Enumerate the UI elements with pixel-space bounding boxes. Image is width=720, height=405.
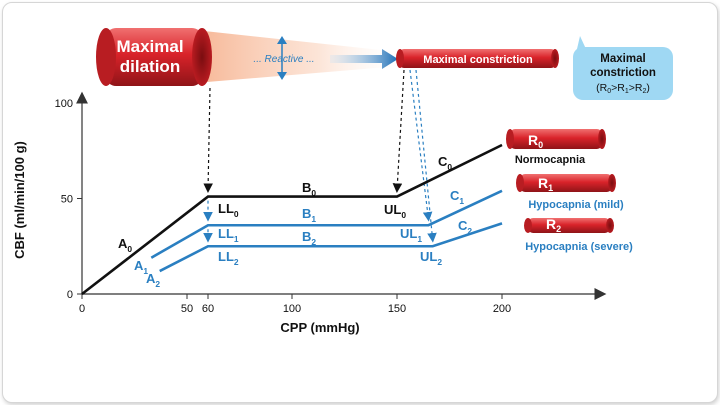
series-group: [81, 143, 503, 296]
x-tick-label: 150: [388, 303, 406, 315]
vessel-caption: Hypocapnia (severe): [525, 241, 633, 253]
vessel-resistance-label: R0: [528, 132, 543, 150]
hypocapnia-mild-line: [150, 189, 503, 259]
maximal-dilation-label-line2: dilation: [120, 57, 180, 76]
legend-vessel-r1: R1 Hypocapnia (mild): [516, 174, 624, 211]
callout-line3: (R0>R1>R2): [596, 82, 650, 95]
segment-label-a2: A2: [146, 271, 160, 289]
reactive-arrow: [330, 49, 398, 69]
segment-label-c1: C1: [450, 188, 464, 206]
maximal-constriction-label: Maximal constriction: [423, 54, 533, 66]
x-axis-label: CPP (mmHg): [280, 320, 359, 335]
normocapnia-line: [81, 143, 503, 296]
vessel-caption: Hypocapnia (mild): [528, 199, 624, 211]
x-tick-label: 0: [79, 303, 85, 315]
segment-label-b0: B0: [302, 180, 316, 198]
y-tick-label: 100: [55, 98, 73, 110]
x-tick-label: 50: [181, 303, 193, 315]
maximal-constriction-vessel: Maximal constriction: [396, 49, 559, 68]
segment-label-ul1: UL1: [400, 226, 422, 244]
maximal-dilation-label-line1: Maximal: [116, 37, 183, 56]
y-tick-label: 0: [67, 289, 73, 301]
segment-label-b1: B1: [302, 206, 316, 224]
segment-label-a1: A1: [134, 258, 148, 276]
x-tick-label: 60: [202, 303, 214, 315]
legend-vessels: R0 Normocapnia R1 Hypocapnia (mild) R2 Hypoca…: [506, 129, 633, 253]
segment-label-ll0: LL0: [218, 201, 239, 219]
legend-vessel-r2: R2 Hypocapnia (severe): [524, 216, 633, 253]
segment-label-c2: C2: [458, 218, 472, 236]
guide-arrows: [203, 69, 437, 243]
hypocapnia-severe-line: [159, 222, 503, 273]
reactive-beam: [195, 30, 400, 83]
segment-labels: A0 LL0 B0 UL0 C0 A1 LL1 B1 UL1 C1 A2 LL2 B2 UL2 C2: [118, 154, 472, 289]
segment-label-ul0: UL0: [384, 202, 406, 220]
x-tick-label: 100: [283, 303, 301, 315]
axes: 0 50 100 0 50 60 100 150 200 CPP (mmHg) CBF (ml…: [12, 91, 607, 335]
vessel-resistance-label: R1: [538, 175, 553, 193]
legend-vessel-r0: R0 Normocapnia: [506, 129, 606, 166]
segment-label-ll2: LL2: [218, 249, 239, 267]
guide-ul0: [392, 69, 405, 193]
guide-ul1: [409, 69, 433, 222]
callout-line2: constriction: [590, 67, 656, 79]
vessel-illustration: Maximal dilation ... Reactive ... Maxima…: [96, 28, 673, 100]
segment-label-a0: A0: [118, 236, 132, 254]
y-tick-label: 50: [61, 194, 73, 206]
reactive-label: ... Reactive ...: [253, 54, 314, 65]
guide-ll0: [203, 87, 213, 193]
callout-line1: Maximal: [600, 53, 645, 65]
guide-ul2: [415, 69, 437, 243]
vessel-resistance-label: R2: [546, 216, 561, 234]
x-tick-label: 200: [493, 303, 511, 315]
constriction-callout: Maximal constriction (R0>R1>R2): [573, 36, 673, 100]
maximal-dilation-vessel: Maximal dilation: [96, 28, 212, 86]
segment-label-ul2: UL2: [420, 249, 442, 267]
y-axis-label: CBF (ml/min/100 g): [12, 141, 27, 259]
segment-label-c0: C0: [438, 154, 452, 172]
vessel-caption: Normocapnia: [515, 154, 586, 166]
segment-label-ll1: LL1: [218, 226, 239, 244]
reactive-indicator: ... Reactive ...: [253, 36, 315, 80]
segment-label-b2: B2: [302, 229, 316, 247]
